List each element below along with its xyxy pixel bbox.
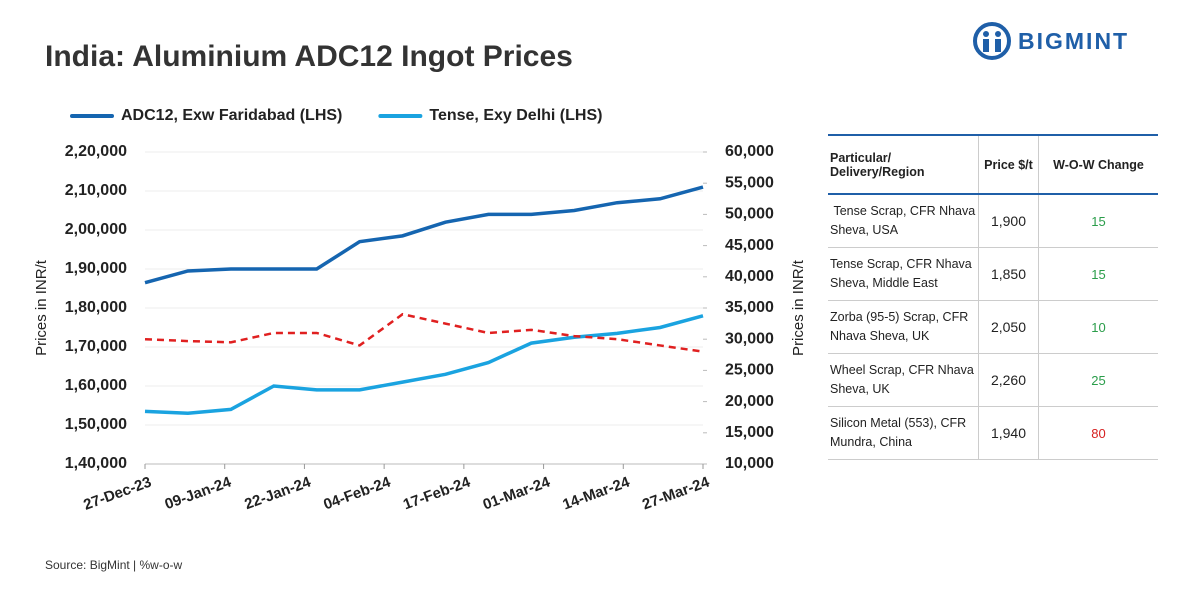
legend-label: ADC12, Exw Faridabad (LHS) — [121, 107, 342, 124]
y-tick-label: 1,80,000 — [65, 299, 127, 316]
y2-tick-label: 20,000 — [725, 393, 774, 410]
table-cell: 25 — [1038, 353, 1158, 407]
column-header: Price $/t — [978, 134, 1039, 195]
table-cell: Tense Scrap, CFR Nhava Sheva, Middle Eas… — [828, 247, 979, 301]
y2-tick-label: 35,000 — [725, 299, 774, 316]
table-header: Particular/ Delivery/Region Price $/t W-O-… — [828, 134, 1158, 195]
x-tick-label: 04-Feb-24 — [321, 473, 393, 513]
y2-axis-title: Prices in INR/t — [790, 259, 807, 356]
table-cell: Wheel Scrap, CFR Nhava Sheva, UK — [828, 353, 979, 407]
table-cell: 2,260 — [978, 353, 1039, 407]
y2-tick-label: 40,000 — [725, 268, 774, 285]
column-header: W-O-W Change — [1038, 134, 1158, 195]
y-tick-label: 1,60,000 — [65, 377, 127, 394]
y-tick-label: 1,70,000 — [65, 338, 127, 355]
x-tick-label: 14-Mar-24 — [560, 473, 632, 513]
table-row: Silicon Metal (553), CFR Mundra, China 1,… — [828, 406, 1158, 460]
y-axis-title: Prices in INR/t — [33, 259, 50, 356]
legend-label: Tense, Exy Delhi (LHS) — [429, 107, 602, 124]
y-tick-label: 2,20,000 — [65, 143, 127, 160]
y-tick-label: 1,50,000 — [65, 416, 127, 433]
table-cell: 80 — [1038, 406, 1158, 460]
logo-icon — [983, 39, 989, 52]
table-cell: 10 — [1038, 300, 1158, 354]
column-header: Particular/ Delivery/Region — [828, 134, 979, 195]
table-cell: 2,050 — [978, 300, 1039, 354]
table-body: Tense Scrap, CFR Nhava Sheva, USA 1,900 15… — [828, 194, 1158, 460]
table-cell: 1,940 — [978, 406, 1039, 460]
table-cell: 1,900 — [978, 194, 1039, 248]
x-tick-label: 22-Jan-24 — [242, 473, 313, 513]
table-cell: 1,850 — [978, 247, 1039, 301]
chart-title: India: Aluminium ADC12 Ingot Prices — [45, 40, 573, 73]
x-tick-label: 09-Jan-24 — [163, 473, 234, 513]
y2-tick-label: 30,000 — [725, 330, 774, 347]
y2-tick-label: 60,000 — [725, 143, 774, 160]
table-row: Tense Scrap, CFR Nhava Sheva, USA 1,900 15 — [828, 194, 1158, 248]
y2-tick-label: 25,000 — [725, 362, 774, 379]
series-line — [144, 185, 704, 285]
table-row: Tense Scrap, CFR Nhava Sheva, Middle Eas… — [828, 247, 1158, 301]
logo-icon — [995, 31, 1001, 37]
y-tick-label: 1,90,000 — [65, 260, 127, 277]
table-cell: 15 — [1038, 247, 1158, 301]
table-row: Zorba (95-5) Scrap, CFR Nhava Sheva, UK 2… — [828, 300, 1158, 354]
table-cell: 15 — [1038, 194, 1158, 248]
x-tick-label: 27-Mar-24 — [640, 473, 712, 513]
y2-tick-label: 50,000 — [725, 206, 774, 223]
logo: BIGMINT — [973, 22, 1129, 60]
y-tick-label: 2,00,000 — [65, 221, 127, 238]
price-table: Particular/ Delivery/Region Price $/t W-O-… — [828, 134, 1158, 460]
x-tick-label: 17-Feb-24 — [401, 473, 473, 513]
x-tick-label: 01-Mar-24 — [481, 473, 553, 513]
y2-tick-label: 15,000 — [725, 424, 774, 441]
series-line — [144, 314, 704, 416]
logo-icon — [995, 39, 1001, 52]
logo-icon — [983, 31, 989, 37]
y-tick-label: 2,10,000 — [65, 182, 127, 199]
x-tick-label: 27-Dec-23 — [81, 474, 153, 514]
y2-tick-label: 55,000 — [725, 174, 774, 191]
table-row: Wheel Scrap, CFR Nhava Sheva, UK 2,260 25 — [828, 353, 1158, 407]
y2-tick-label: 45,000 — [725, 237, 774, 254]
y-tick-label: 1,40,000 — [65, 455, 127, 472]
source: Source: BigMint | %w-o-w — [45, 558, 182, 572]
logo-text: BIGMINT — [1018, 28, 1129, 54]
series-line — [144, 312, 704, 353]
logo-icon — [973, 22, 1011, 60]
y2-tick-label: 10,000 — [725, 455, 774, 472]
table-cell: Zorba (95-5) Scrap, CFR Nhava Sheva, UK — [828, 300, 979, 354]
table-cell: Silicon Metal (553), CFR Mundra, China — [828, 406, 979, 460]
table-cell: Tense Scrap, CFR Nhava Sheva, USA — [828, 194, 979, 248]
